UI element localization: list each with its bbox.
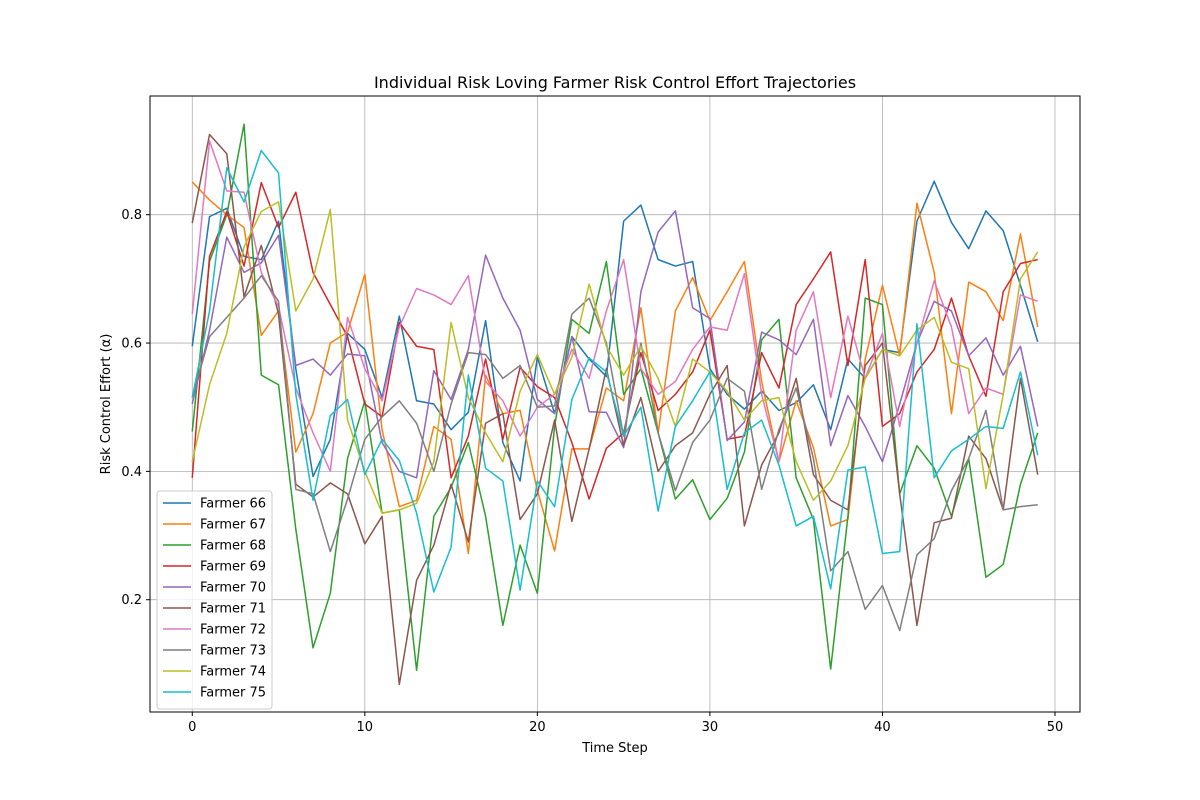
- y-tick-label: 0.4: [121, 465, 142, 480]
- legend-label: Farmer 75: [200, 686, 266, 701]
- legend: Farmer 66 Farmer 67 Farmer 68 Farmer 69 Farm…: [156, 490, 273, 710]
- y-tick-label: 0.6: [121, 337, 142, 352]
- x-tick-label: 30: [702, 720, 719, 735]
- legend-label: Farmer 73: [200, 644, 266, 659]
- legend-label: Farmer 71: [200, 602, 266, 617]
- legend-label: Farmer 69: [200, 560, 266, 575]
- series-line-farmer-75: [191, 149, 1039, 593]
- legend-label: Farmer 72: [200, 623, 266, 638]
- series-line-farmer-74: [191, 201, 1039, 514]
- y-tick-label: 0.2: [121, 593, 142, 608]
- x-tick-label: 40: [874, 720, 891, 735]
- series-line-farmer-71: [191, 133, 1039, 686]
- legend-label: Farmer 70: [200, 581, 266, 596]
- x-tick-label: 0: [188, 720, 196, 735]
- y-axis-label: Risk Control Effort (α): [99, 334, 114, 475]
- x-tick-label: 10: [357, 720, 374, 735]
- chart-title: Individual Risk Loving Farmer Risk Contr…: [374, 73, 856, 92]
- legend-label: Farmer 66: [200, 497, 266, 512]
- series-line-farmer-66: [191, 180, 1039, 482]
- plot-frame: [149, 95, 1081, 713]
- series-lines: [191, 123, 1039, 686]
- series-line-farmer-72: [191, 140, 1038, 473]
- x-tick-label: 20: [529, 720, 546, 735]
- series-line-farmer-67: [191, 181, 1039, 555]
- legend-label: Farmer 74: [200, 665, 266, 680]
- legend-label: Farmer 68: [200, 539, 266, 554]
- x-tick-label: 50: [1047, 720, 1064, 735]
- series-line-farmer-73: [191, 274, 1038, 632]
- y-tick-label: 0.8: [121, 208, 142, 223]
- axis-ticks: 0 10 20 30 40 50 0.2 0.4 0.6 0.8: [121, 208, 1063, 735]
- legend-label: Farmer 67: [200, 518, 266, 533]
- x-axis-label: Time Step: [581, 741, 648, 756]
